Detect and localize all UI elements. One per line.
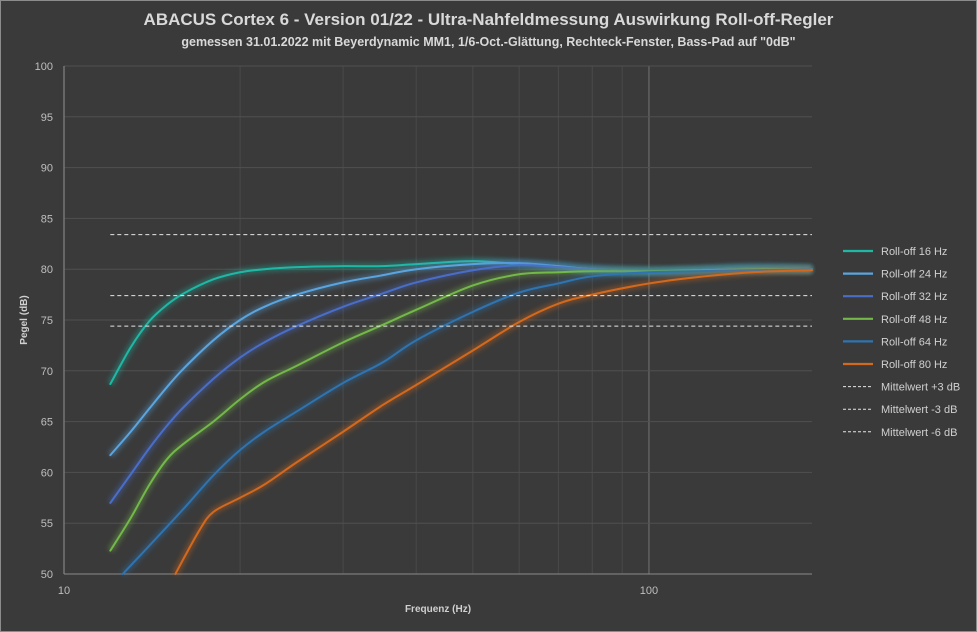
series-line-roll-off-80-hz [174, 269, 813, 575]
y-tick-label: 90 [41, 163, 53, 175]
y-tick-label: 80 [41, 264, 53, 276]
y-axis-label: Pegel (dB) [19, 295, 30, 344]
x-axis-label: Frequenz (Hz) [405, 604, 471, 615]
y-tick-label: 70 [41, 366, 53, 378]
x-tick-label: 10 [58, 585, 70, 597]
legend-label: Roll-off 24 Hz [881, 269, 947, 281]
y-tick-label: 65 [41, 417, 53, 429]
legend: Roll-off 16 Hz Roll-off 24 Hz Roll-off 32 … [843, 246, 960, 439]
gridlines [63, 65, 812, 575]
series-group [107, 234, 813, 577]
series-line-roll-off-64-hz [121, 268, 813, 575]
y-tick-label: 95 [41, 112, 53, 124]
y-tick-label: 50 [41, 569, 53, 581]
x-tick-label: 100 [640, 585, 658, 597]
chart-subtitle: gemessen 31.01.2022 mit Beyerdynamic MM1… [181, 35, 796, 49]
tick-labels: 50 55 60 65 70 75 80 85 90 95 100 10 100 [35, 61, 658, 597]
legend-label: Roll-off 16 Hz [881, 246, 947, 258]
legend-label: Roll-off 32 Hz [881, 291, 947, 303]
chart-title: ABACUS Cortex 6 - Version 01/22 - Ultra-… [143, 10, 834, 29]
legend-label: Roll-off 64 Hz [881, 336, 947, 348]
y-tick-label: 100 [35, 61, 53, 73]
legend-label: Mittelwert -3 dB [881, 404, 957, 416]
y-tick-label: 85 [41, 213, 53, 225]
legend-label: Mittelwert +3 dB [881, 382, 960, 394]
y-tick-label: 75 [41, 315, 53, 327]
legend-label: Roll-off 48 Hz [881, 314, 947, 326]
legend-label: Mittelwert -6 dB [881, 427, 957, 439]
legend-label: Roll-off 80 Hz [881, 359, 947, 371]
y-tick-label: 55 [41, 518, 53, 530]
y-tick-label: 60 [41, 467, 53, 479]
